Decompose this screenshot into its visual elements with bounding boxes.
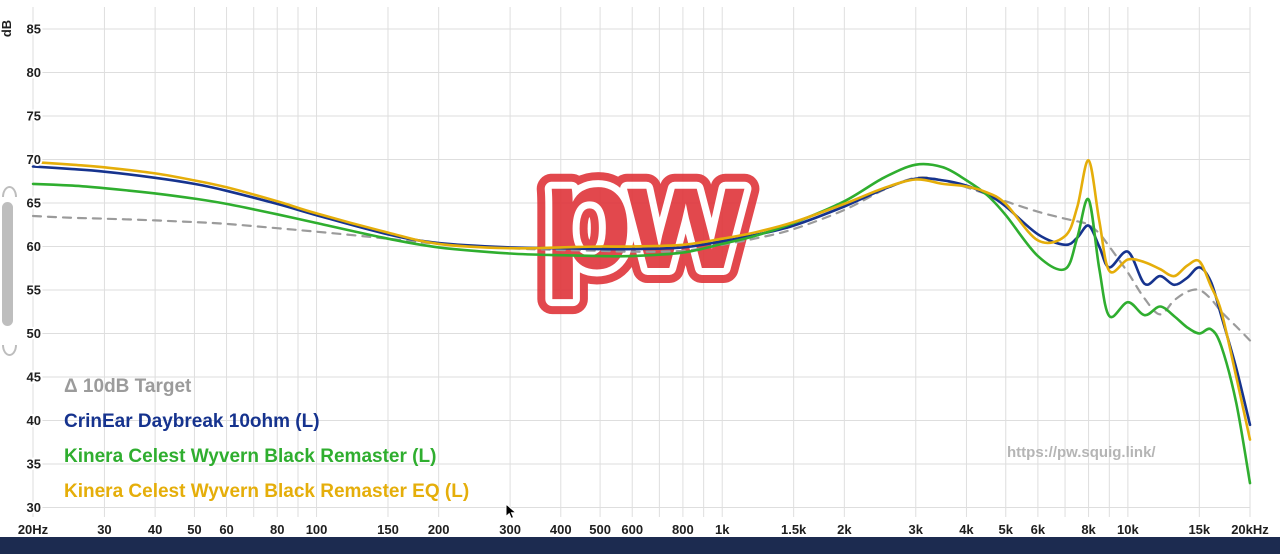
x-tick-label: 20kHz: [1231, 522, 1269, 537]
y-tick-label: 30: [27, 500, 41, 515]
x-tick-label: 60: [219, 522, 233, 537]
curve-target: [31, 176, 1252, 342]
y-tick-label: 60: [27, 239, 41, 254]
legend-item-wyvern-black-remaster-eq[interactable]: Kinera Celest Wyvern Black Remaster EQ (…: [64, 481, 470, 502]
x-tick-label: 20Hz: [18, 522, 49, 537]
handle-bar: [2, 202, 13, 326]
y-tick-label: 40: [27, 413, 41, 428]
curve-wyvern-black-remaster: [31, 162, 1252, 485]
bottom-toolbar: [0, 537, 1280, 554]
y-tick-label: 55: [27, 283, 41, 298]
handle-arc-bottom: [2, 345, 17, 356]
x-tick-label: 10k: [1117, 522, 1139, 537]
x-tick-label: 150: [377, 522, 399, 537]
curve-wyvern-black-remaster-eq: [31, 159, 1252, 441]
y-tick-label: 75: [27, 109, 41, 124]
legend: Δ 10dB Target CrinEar Daybreak 10ohm (L) K…: [64, 369, 469, 509]
y-axis-unit-label: dB: [0, 19, 15, 38]
x-tick-label: 800: [672, 522, 694, 537]
x-tick-label: 300: [499, 522, 521, 537]
legend-item-wyvern-black-remaster[interactable]: Kinera Celest Wyvern Black Remaster (L): [64, 446, 437, 467]
x-tick-label: 2k: [837, 522, 852, 537]
x-tick-label: 3k: [909, 522, 924, 537]
y-tick-label: 50: [27, 326, 41, 341]
x-tick-label: 50: [187, 522, 201, 537]
y-tick-label: 35: [27, 457, 41, 472]
y-tick-label: 70: [27, 152, 41, 167]
svg-text:pw: pw: [542, 132, 745, 300]
x-tick-label: 40: [148, 522, 162, 537]
x-tick-label: 6k: [1031, 522, 1046, 537]
curves: [31, 159, 1252, 485]
x-tick-label: 1.5k: [781, 522, 807, 537]
x-tick-label: 1k: [715, 522, 730, 537]
x-tick-label: 15k: [1188, 522, 1210, 537]
x-tick-label: 80: [270, 522, 284, 537]
mouse-cursor: [505, 503, 517, 520]
y-tick-label: 45: [27, 370, 41, 385]
legend-item-target[interactable]: Δ 10dB Target: [64, 376, 192, 397]
y-tick-label: 80: [27, 65, 41, 80]
x-tick-label: 30: [97, 522, 111, 537]
legend-item-daybreak[interactable]: CrinEar Daybreak 10ohm (L): [64, 411, 320, 432]
x-tick-label: 5k: [999, 522, 1014, 537]
y-axis-drag-handle[interactable]: [0, 186, 17, 356]
x-tick-label: 400: [550, 522, 572, 537]
x-tick-label: 200: [428, 522, 450, 537]
y-tick-label: 65: [27, 196, 41, 211]
gridlines: [32, 7, 1251, 517]
x-tick-label: 600: [621, 522, 643, 537]
x-tick-label: 8k: [1081, 522, 1096, 537]
x-tick-label: 100: [306, 522, 328, 537]
watermark-url: https://pw.squig.link/: [1007, 444, 1156, 461]
x-axis-tick-labels: 20Hz 30 40 50 60 80 100 150 200 300 400 500 600 800 1k…: [18, 522, 1269, 537]
y-tick-label: 85: [27, 22, 41, 37]
handle-arc-top: [2, 186, 17, 197]
x-tick-label: 500: [589, 522, 611, 537]
y-axis-tick-labels: 85 80 75 70 65 60 55 50 45 40 35 30: [25, 20, 43, 518]
svg-text:pw: pw: [542, 132, 745, 300]
x-tick-label: 4k: [959, 522, 974, 537]
